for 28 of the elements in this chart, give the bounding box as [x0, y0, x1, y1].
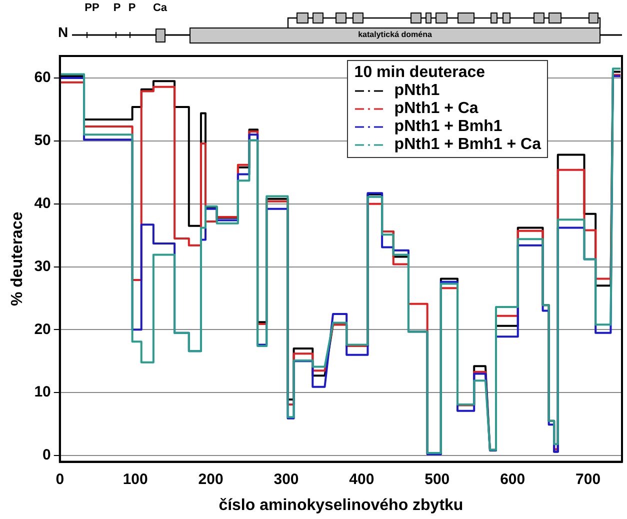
x-tick-label: 400	[349, 470, 374, 488]
legend-title: 10 min deuterace	[354, 64, 486, 82]
text: Ca	[152, 2, 168, 14]
text: katalytická doména	[358, 30, 432, 39]
legend-label: pNth1 + Ca	[394, 100, 478, 118]
legend-label: pNth1 + Bmh1	[394, 118, 502, 136]
x-axis-title: číslo aminokyselinového zbytku	[218, 496, 464, 514]
y-tick-label: 10	[34, 384, 51, 401]
x-tick-label: 100	[122, 470, 148, 488]
legend-label: pNth1	[394, 82, 440, 100]
text: PP	[84, 2, 100, 14]
text: P	[128, 2, 136, 14]
y-tick-label: 0	[42, 446, 51, 464]
text: N	[58, 24, 68, 40]
x-tick-label: 500	[424, 470, 450, 488]
legend-label: pNth1 + Bmh1 + Ca	[394, 136, 541, 154]
x-tick-label: 600	[500, 470, 526, 488]
y-tick-label: 40	[34, 194, 51, 212]
x-tick-label: 700	[576, 470, 601, 488]
y-tick-label: 60	[34, 69, 51, 86]
x-tick-label: 0	[56, 470, 64, 488]
x-tick-label: 300	[274, 470, 299, 488]
y-tick-label: 30	[34, 258, 51, 275]
y-tick-label: 50	[34, 132, 51, 150]
y-tick-label: 20	[34, 320, 51, 338]
text: P	[113, 2, 121, 14]
y-axis-title: % deuterace	[9, 212, 26, 306]
x-tick-label: 200	[198, 470, 224, 488]
